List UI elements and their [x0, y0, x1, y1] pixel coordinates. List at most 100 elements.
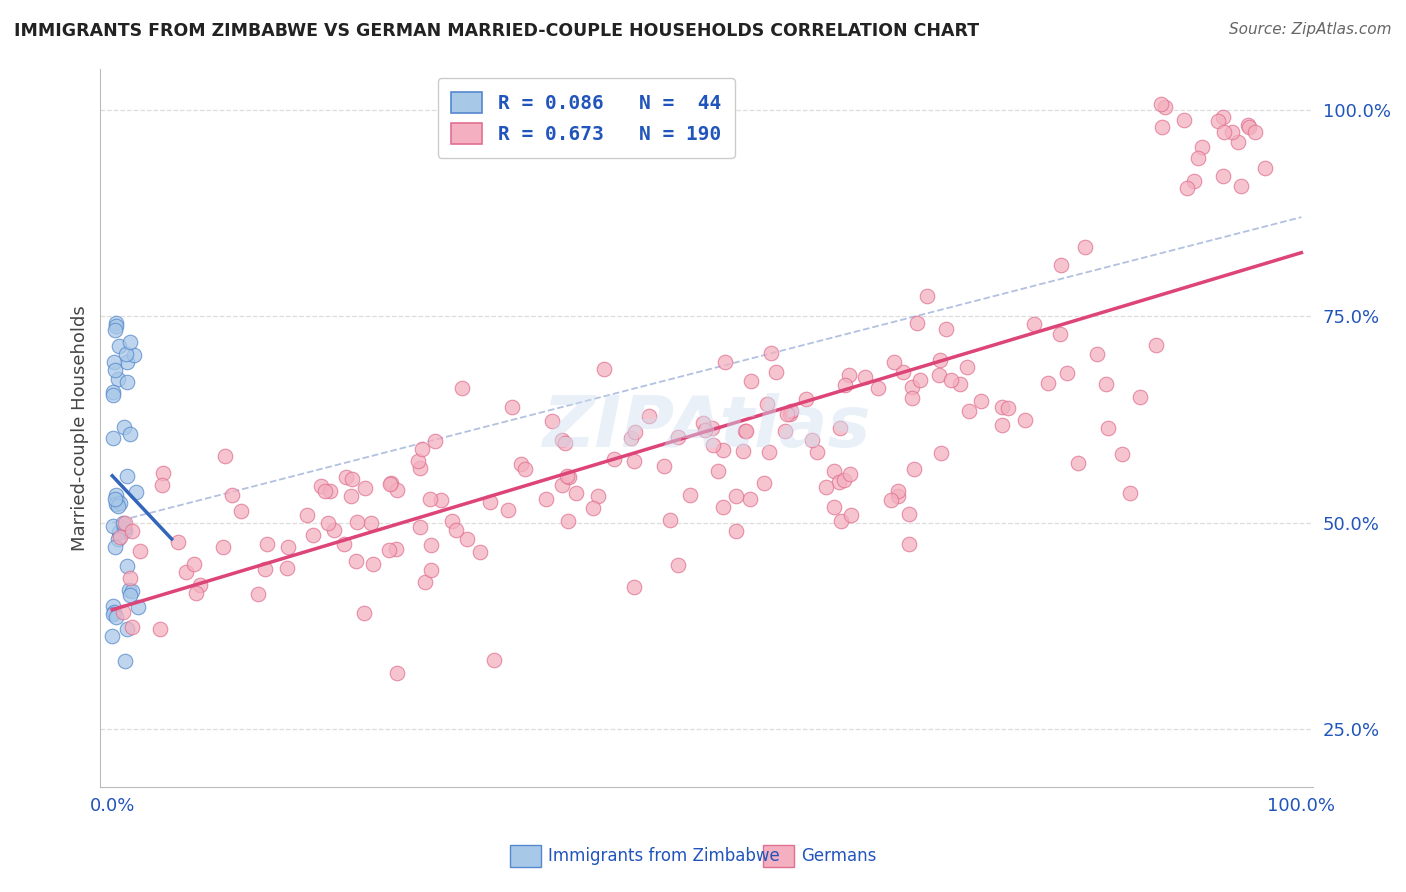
Point: [949, 376, 972, 391]
Point: [319, 483, 342, 498]
Point: [361, 558, 384, 572]
Point: [1254, 161, 1277, 175]
Point: [114, 654, 136, 668]
Point: [101, 519, 124, 533]
Point: [776, 407, 799, 421]
Point: [891, 366, 914, 380]
Point: [540, 413, 562, 427]
Text: Germans: Germans: [801, 847, 876, 865]
Point: [754, 476, 776, 491]
Point: [297, 508, 319, 522]
Point: [1173, 113, 1195, 128]
Point: [887, 483, 910, 498]
Point: [107, 372, 129, 386]
Point: [1056, 366, 1078, 380]
Point: [509, 457, 531, 471]
Point: [702, 421, 724, 435]
Point: [905, 316, 928, 330]
Point: [1144, 338, 1167, 352]
Point: [247, 587, 270, 601]
Point: [887, 489, 910, 503]
Text: Source: ZipAtlas.com: Source: ZipAtlas.com: [1229, 22, 1392, 37]
Point: [695, 423, 717, 437]
Point: [450, 381, 472, 395]
Point: [692, 416, 714, 430]
Point: [838, 368, 860, 382]
Point: [901, 379, 924, 393]
Point: [941, 373, 963, 387]
Point: [335, 469, 357, 483]
Point: [711, 443, 734, 458]
Point: [114, 347, 136, 361]
Point: [385, 665, 408, 680]
Point: [1150, 96, 1173, 111]
Point: [118, 582, 141, 597]
Point: [806, 445, 828, 459]
Point: [101, 431, 124, 445]
Point: [1244, 125, 1267, 139]
Point: [115, 375, 138, 389]
Point: [880, 493, 903, 508]
Point: [419, 491, 441, 506]
Point: [1182, 174, 1205, 188]
Point: [602, 452, 624, 467]
Point: [115, 559, 138, 574]
Point: [1220, 125, 1243, 139]
Point: [150, 478, 173, 492]
Point: [111, 606, 134, 620]
Point: [122, 348, 145, 362]
Point: [755, 397, 778, 411]
Point: [725, 490, 748, 504]
Point: [104, 488, 127, 502]
Point: [125, 484, 148, 499]
Point: [413, 574, 436, 589]
Point: [558, 469, 581, 483]
Point: [555, 469, 578, 483]
Point: [120, 571, 142, 585]
Point: [333, 537, 356, 551]
Point: [557, 514, 579, 528]
Point: [346, 515, 368, 529]
Point: [468, 544, 491, 558]
Point: [378, 476, 401, 491]
Point: [1227, 135, 1250, 149]
Point: [256, 537, 278, 551]
Point: [1097, 421, 1119, 435]
Point: [360, 516, 382, 530]
Point: [1014, 413, 1036, 427]
Point: [711, 500, 734, 515]
Point: [127, 600, 149, 615]
Point: [1152, 120, 1174, 135]
Point: [1175, 180, 1198, 194]
Point: [121, 524, 143, 538]
Point: [112, 516, 135, 530]
Point: [419, 538, 441, 552]
Point: [758, 444, 780, 458]
Point: [588, 489, 610, 503]
Point: [118, 426, 141, 441]
Point: [908, 373, 931, 387]
Point: [107, 500, 129, 514]
Point: [166, 535, 188, 549]
Point: [1229, 179, 1251, 194]
Point: [823, 500, 845, 514]
Text: Immigrants from Zimbabwe: Immigrants from Zimbabwe: [548, 847, 780, 865]
Point: [411, 442, 433, 456]
Point: [1022, 317, 1045, 331]
Point: [108, 525, 131, 540]
Point: [112, 521, 135, 535]
Point: [731, 443, 754, 458]
Point: [1213, 125, 1236, 139]
Point: [104, 323, 127, 337]
Point: [115, 469, 138, 483]
Point: [211, 540, 233, 554]
Point: [104, 497, 127, 511]
Text: ZIPAtlas: ZIPAtlas: [543, 393, 872, 462]
Point: [456, 532, 478, 546]
Legend: R = 0.086   N =  44, R = 0.673   N = 190: R = 0.086 N = 44, R = 0.673 N = 190: [437, 78, 735, 158]
Point: [638, 409, 661, 423]
Point: [378, 543, 401, 558]
Point: [103, 363, 125, 377]
Point: [1036, 376, 1059, 390]
Point: [314, 484, 336, 499]
